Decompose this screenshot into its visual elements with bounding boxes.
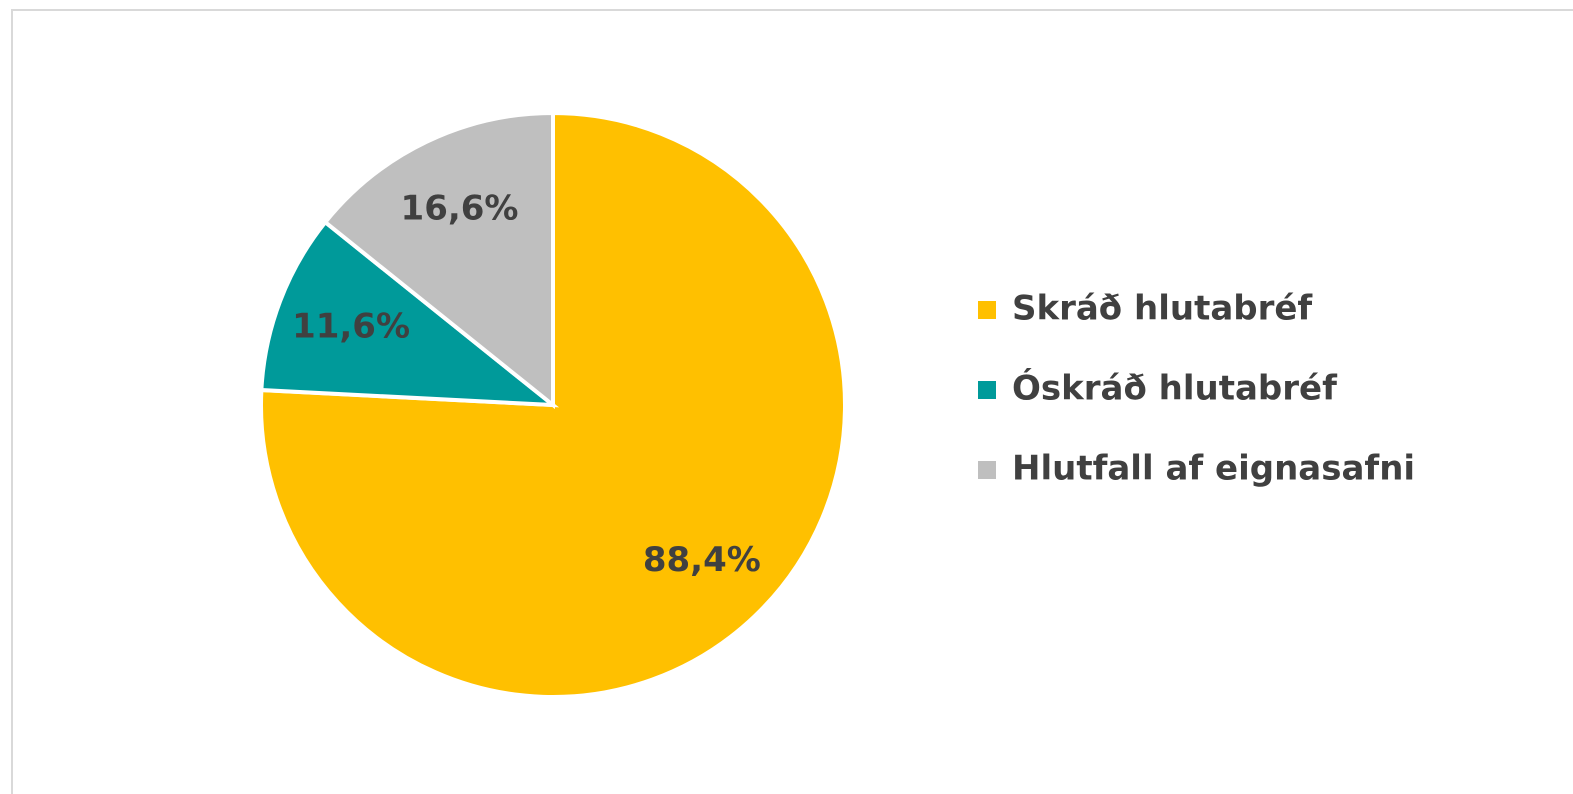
legend-swatch: [978, 381, 996, 399]
legend-label: Skráð hlutabréf: [1012, 289, 1313, 329]
data-label: 11,6%: [292, 307, 410, 347]
legend-swatch: [978, 301, 996, 319]
pie-slice: [259, 110, 847, 699]
legend-swatch: [978, 461, 996, 479]
legend-label: Óskráð hlutabréf: [1012, 368, 1338, 409]
pie-slice: [322, 110, 555, 410]
data-label: 88,4%: [643, 540, 761, 580]
pie-slice: [259, 219, 560, 408]
legend-label: Hlutfall af eignasafni: [1012, 449, 1415, 489]
data-label: 16,6%: [401, 189, 519, 229]
